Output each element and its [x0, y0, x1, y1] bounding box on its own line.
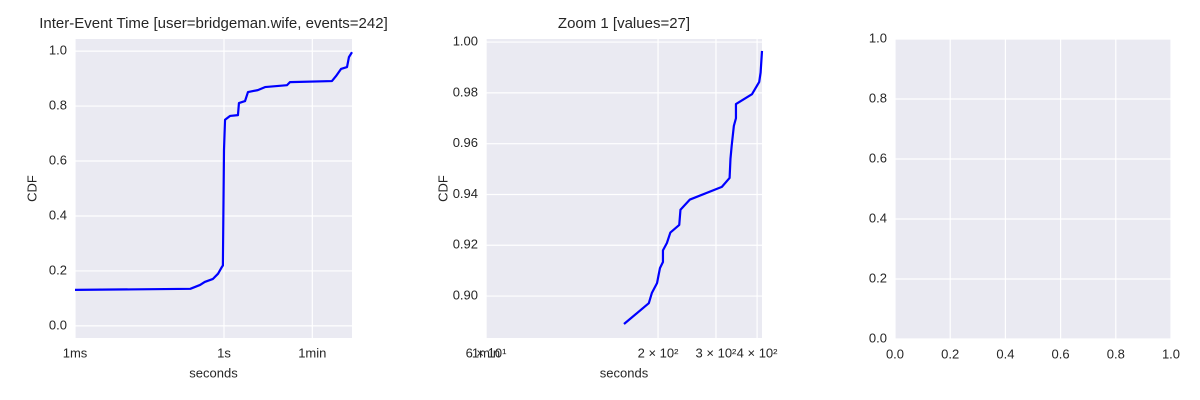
x-tick-label: 0.0 — [886, 346, 904, 361]
cdf-line — [74, 51, 353, 292]
x-tick-label: 1s — [217, 345, 231, 360]
y-tick-label: 0.8 — [869, 90, 887, 105]
x-tick-label: 0.4 — [996, 346, 1014, 361]
x-tick-label: 0.8 — [1107, 346, 1125, 361]
x-tick-label: 1min — [298, 345, 326, 360]
y-tick-label: 1.0 — [49, 43, 67, 58]
x-tick-label: 3 × 10² — [696, 345, 738, 360]
y-tick-label: 0.94 — [453, 186, 478, 201]
y-tick-label: 0.6 — [49, 152, 67, 167]
cdf-line — [623, 50, 764, 325]
y-tick-label: 0.2 — [49, 262, 67, 277]
y-tick-label: 1.00 — [453, 33, 478, 48]
x-tick-label: 4 × 10² — [737, 345, 779, 360]
chart-title: Inter-Event Time [user=bridgeman.wife, e… — [39, 15, 388, 32]
y-tick-label: 0.4 — [49, 207, 67, 222]
y-tick-label: 0.8 — [49, 97, 67, 112]
x-tick-label: 1ms — [63, 345, 88, 360]
y-tick-label: 0.96 — [453, 135, 478, 150]
x-axis-label: seconds — [189, 365, 238, 380]
plot-background — [895, 39, 1171, 339]
x-tick-label: 1.0 — [1162, 346, 1180, 361]
plot-background — [75, 39, 352, 338]
y-tick-label: 0.4 — [869, 210, 887, 225]
x-tick-label: 0.2 — [941, 346, 959, 361]
x-axis-label: seconds — [600, 365, 649, 380]
y-tick-label: 0.2 — [869, 270, 887, 285]
y-axis-label: CDF — [435, 175, 450, 202]
y-tick-label: 1.0 — [869, 30, 887, 45]
y-tick-label: 0.6 — [869, 150, 887, 165]
y-tick-label: 0.98 — [453, 84, 478, 99]
y-axis-label: CDF — [24, 175, 39, 202]
x-tick-label: 1min — [472, 345, 500, 360]
y-tick-label: 0.0 — [869, 330, 887, 345]
chart-title: Zoom 1 [values=27] — [558, 15, 690, 32]
x-tick-label: 0.6 — [1052, 346, 1070, 361]
y-tick-label: 0.90 — [453, 288, 478, 303]
x-tick-label: 2 × 10² — [638, 345, 680, 360]
y-tick-label: 0.0 — [49, 317, 67, 332]
x-tick-label: 6 × 10¹ — [466, 345, 508, 360]
y-tick-label: 0.92 — [453, 237, 478, 252]
